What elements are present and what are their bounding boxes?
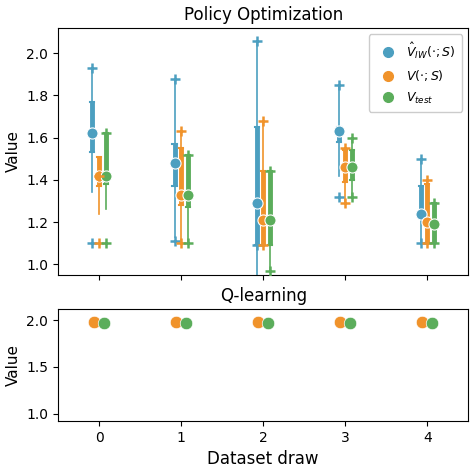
Title: Q-learning: Q-learning bbox=[219, 287, 307, 305]
Y-axis label: Value: Value bbox=[6, 344, 21, 386]
X-axis label: Dataset draw: Dataset draw bbox=[208, 450, 319, 468]
Legend: $\hat{V}_{IW}(\cdot;S)$, $V(\cdot;S)$, $V_{test}$: $\hat{V}_{IW}(\cdot;S)$, $V(\cdot;S)$, $… bbox=[369, 34, 462, 112]
Y-axis label: Value: Value bbox=[6, 130, 20, 173]
Title: Policy Optimization: Policy Optimization bbox=[183, 6, 343, 24]
